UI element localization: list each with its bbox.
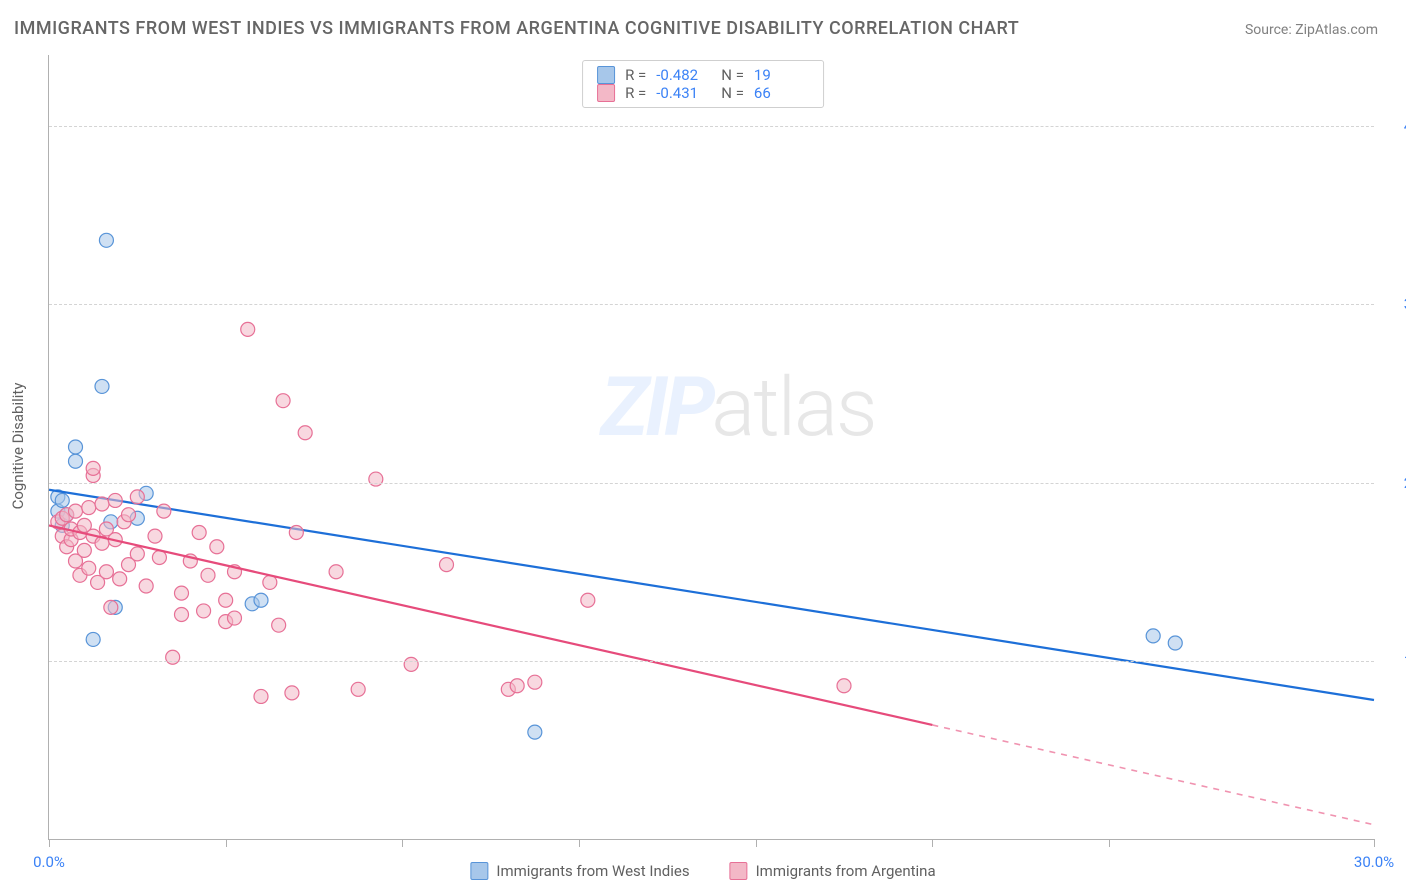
data-point [104,600,118,614]
data-point [276,394,290,408]
legend-swatch [597,84,615,102]
data-point [404,657,418,671]
legend-row: R = -0.482 N = 19 [597,66,809,84]
x-tick [402,839,403,847]
x-tick [579,839,580,847]
data-point [69,440,83,454]
grid-line [49,661,1374,662]
data-point [130,490,144,504]
data-point [175,586,189,600]
x-tick [226,839,227,847]
trend-line [49,525,932,725]
data-point [837,679,851,693]
grid-line [49,126,1374,127]
data-point [99,565,113,579]
data-point [272,618,286,632]
chart-title: IMMIGRANTS FROM WEST INDIES VS IMMIGRANT… [14,18,1019,39]
data-point [55,493,69,507]
data-point [254,689,268,703]
chart-plot-area: ZIPatlas 10.0%20.0%30.0%40.0%0.0%30.0% [48,55,1374,840]
x-tick-label: 0.0% [33,853,65,871]
scatter-svg [49,55,1374,839]
data-point [201,568,215,582]
legend-swatch [597,66,615,84]
data-point [197,604,211,618]
y-tick-label: 30.0% [1384,295,1406,313]
data-point [95,497,109,511]
trend-line-extrapolated [932,725,1374,825]
x-tick [756,839,757,847]
x-tick [1374,839,1375,847]
x-tick [1109,839,1110,847]
data-point [285,686,299,700]
legend-row: R = -0.431 N = 66 [597,84,809,102]
data-point [86,632,100,646]
data-point [254,593,268,607]
grid-line [49,483,1374,484]
data-point [69,454,83,468]
data-point [148,529,162,543]
r-value: -0.482 [656,66,711,84]
legend-item: Immigrants from Argentina [730,862,936,880]
data-point [440,558,454,572]
data-point [175,607,189,621]
data-point [157,504,171,518]
legend-item: Immigrants from West Indies [470,862,689,880]
n-label: N = [721,84,744,102]
data-point [82,501,96,515]
grid-line [49,304,1374,305]
data-point [528,675,542,689]
trend-line [49,490,1374,700]
n-value: 19 [754,66,809,84]
data-point [528,725,542,739]
correlation-legend: R = -0.482 N = 19 R = -0.431 N = 66 [582,60,824,108]
y-axis-label: Cognitive Disability [9,383,27,510]
data-point [99,233,113,247]
data-point [241,322,255,336]
r-label: R = [625,84,646,102]
data-point [130,547,144,561]
data-point [86,461,100,475]
legend-swatch [470,862,488,880]
data-point [351,682,365,696]
n-value: 66 [754,84,809,102]
n-label: N = [721,66,744,84]
data-point [166,650,180,664]
source-attribution: Source: ZipAtlas.com [1245,22,1378,38]
series-legend: Immigrants from West Indies Immigrants f… [470,862,935,880]
legend-swatch [730,862,748,880]
data-point [1168,636,1182,650]
x-tick-label: 30.0% [1354,853,1394,871]
data-point [122,508,136,522]
data-point [228,611,242,625]
data-point [210,540,224,554]
data-point [581,593,595,607]
data-point [108,493,122,507]
data-point [69,504,83,518]
data-point [510,679,524,693]
y-tick-label: 10.0% [1384,652,1406,670]
data-point [289,526,303,540]
data-point [77,543,91,557]
r-value: -0.431 [656,84,711,102]
data-point [1146,629,1160,643]
data-point [139,579,153,593]
data-point [82,561,96,575]
data-point [95,379,109,393]
y-tick-label: 20.0% [1384,474,1406,492]
data-point [369,472,383,486]
data-point [192,526,206,540]
legend-label: Immigrants from West Indies [496,862,689,880]
r-label: R = [625,66,646,84]
data-point [113,572,127,586]
data-point [219,593,233,607]
x-tick [49,839,50,847]
legend-label: Immigrants from Argentina [756,862,936,880]
x-tick [932,839,933,847]
data-point [329,565,343,579]
y-tick-label: 40.0% [1384,117,1406,135]
data-point [298,426,312,440]
